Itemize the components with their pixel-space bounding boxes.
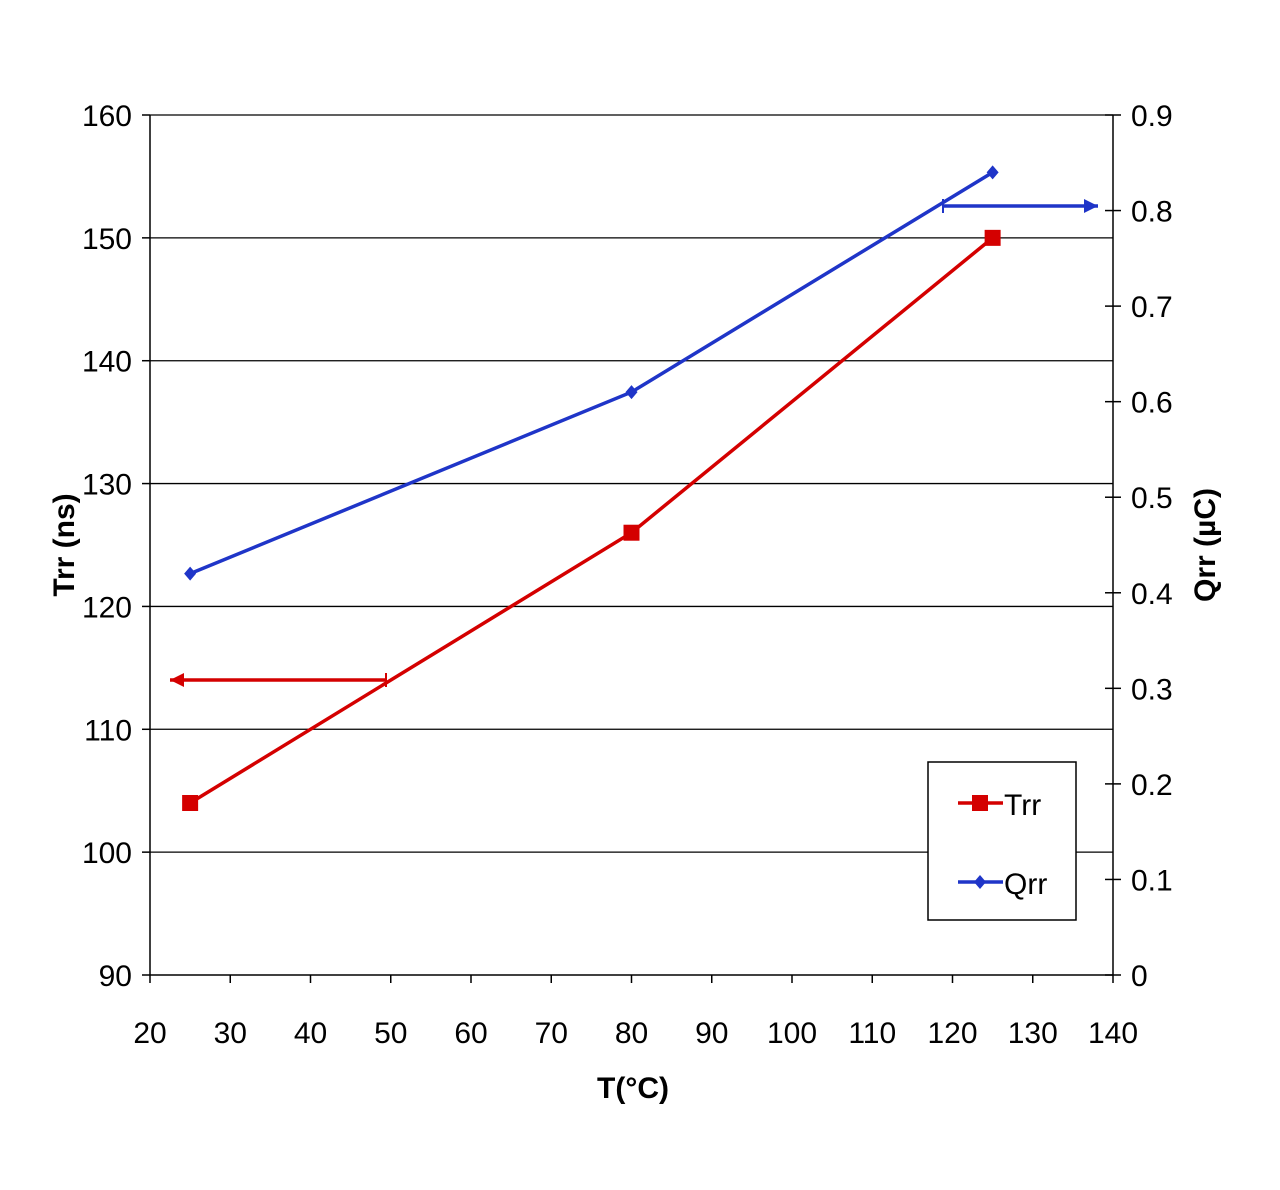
legend-label-qrr: Qrr bbox=[1004, 868, 1047, 901]
left-y-tick-label: 120 bbox=[82, 591, 132, 624]
left-y-tick-label: 90 bbox=[99, 960, 132, 993]
data-point-qrr bbox=[986, 165, 999, 180]
data-point-trr bbox=[623, 524, 640, 541]
data-point-qrr bbox=[184, 566, 197, 581]
legend-box bbox=[927, 761, 1077, 921]
x-tick-label: 90 bbox=[695, 1017, 728, 1050]
right-y-tick-label: 0.4 bbox=[1131, 578, 1173, 611]
qrr-right-axis-arrow bbox=[943, 199, 1098, 213]
right-y-tick-label: 0.7 bbox=[1131, 291, 1173, 324]
data-point-trr bbox=[984, 229, 1001, 246]
arrow-head bbox=[170, 673, 184, 687]
right-y-tick-label: 0.2 bbox=[1131, 769, 1173, 802]
left-y-tick-label: 160 bbox=[82, 100, 132, 133]
left-y-tick-label: 150 bbox=[82, 223, 132, 256]
right-y-tick-label: 0.5 bbox=[1131, 482, 1173, 515]
series-line-trr bbox=[189, 236, 994, 805]
right-y-tick-label: 0.6 bbox=[1131, 387, 1173, 420]
trr-left-axis-arrow bbox=[170, 673, 386, 687]
x-tick-label: 140 bbox=[1088, 1017, 1138, 1050]
left-y-tick-label: 130 bbox=[82, 469, 132, 502]
x-axis-title: T(°C) bbox=[597, 1072, 669, 1105]
right-y-tick-label: 0 bbox=[1131, 960, 1148, 993]
axis-arrows bbox=[170, 199, 1098, 687]
x-tick-label: 40 bbox=[294, 1017, 327, 1050]
left-y-tick-label: 140 bbox=[82, 346, 132, 379]
x-tick-label: 100 bbox=[767, 1017, 817, 1050]
x-axis-ticks: 20 30 40 50 60 70 80 90 100 110 120 130 140 bbox=[133, 975, 1138, 1050]
x-tick-label: 60 bbox=[454, 1017, 487, 1050]
right-y-axis-ticks: 0 0.1 0.2 0.3 0.4 0.5 0.6 0.7 0.8 0.9 bbox=[1105, 100, 1173, 993]
gridlines bbox=[150, 114, 1113, 853]
left-y-axis-title: Trr (ns) bbox=[48, 493, 81, 596]
right-y-tick-label: 0.9 bbox=[1131, 100, 1173, 133]
x-tick-label: 20 bbox=[133, 1017, 166, 1050]
data-point-trr bbox=[182, 795, 199, 811]
legend-marker-qrr bbox=[974, 875, 986, 889]
arrow-head bbox=[1084, 199, 1098, 213]
series-layer bbox=[182, 165, 1001, 811]
left-y-tick-label: 100 bbox=[82, 837, 132, 870]
data-point-qrr bbox=[625, 385, 638, 400]
x-tick-label: 70 bbox=[535, 1017, 568, 1050]
series-line-qrr bbox=[189, 170, 994, 576]
right-y-tick-label: 0.1 bbox=[1131, 864, 1173, 897]
x-tick-label: 50 bbox=[374, 1017, 407, 1050]
x-tick-label: 110 bbox=[848, 1017, 896, 1050]
left-y-tick-label: 110 bbox=[84, 714, 132, 747]
right-y-axis-title: Qrr (µC) bbox=[1189, 488, 1222, 602]
right-y-tick-label: 0.3 bbox=[1131, 673, 1173, 706]
x-tick-label: 80 bbox=[615, 1017, 648, 1050]
legend-marker-trr bbox=[972, 795, 988, 811]
legend-label-trr: Trr bbox=[1004, 789, 1041, 822]
legend: Trr Qrr bbox=[927, 761, 1077, 921]
right-y-tick-label: 0.8 bbox=[1131, 196, 1173, 229]
left-y-axis-ticks: 90 100 110 120 130 140 150 160 bbox=[82, 100, 150, 993]
x-tick-label: 120 bbox=[927, 1017, 977, 1050]
x-tick-label: 30 bbox=[214, 1017, 247, 1050]
x-tick-label: 130 bbox=[1008, 1017, 1058, 1050]
